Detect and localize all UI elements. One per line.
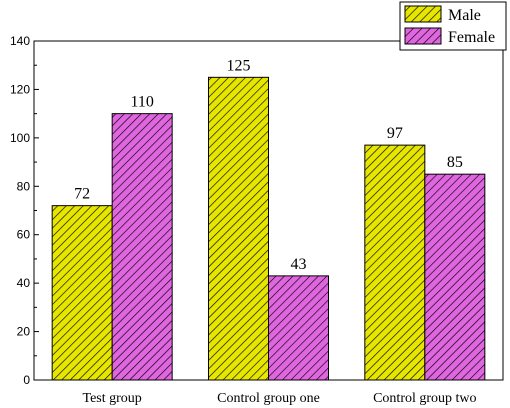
legend-swatch-female xyxy=(404,27,442,45)
bar-male-1 xyxy=(208,76,269,381)
y-tick-label: 20 xyxy=(17,325,31,339)
y-tick-label: 60 xyxy=(17,228,31,242)
y-tick-label: 100 xyxy=(10,131,30,145)
data-label: 72 xyxy=(74,186,90,203)
x-category-label: Test group xyxy=(83,391,142,406)
data-label: 85 xyxy=(447,154,463,171)
bar-female-0 xyxy=(111,113,173,381)
legend-label-male: Male xyxy=(448,7,481,24)
bar-female-2 xyxy=(424,173,486,381)
x-category-label: Control group one xyxy=(217,391,320,406)
plot-area: 0 20 40 60 80 100 120 140 72 110 Test group 125 43 Co… xyxy=(10,34,504,406)
x-category-label: Control group two xyxy=(373,391,476,406)
legend-label-female: Female xyxy=(448,29,495,46)
y-tick-label: 140 xyxy=(10,34,30,48)
legend-swatch-male xyxy=(404,5,442,23)
y-tick-label: 80 xyxy=(17,179,31,193)
bar-female-1 xyxy=(268,275,329,381)
data-label: 97 xyxy=(387,125,403,142)
y-tick-label: 40 xyxy=(17,276,31,290)
y-tick-label: 120 xyxy=(10,82,30,96)
y-tick-label: 0 xyxy=(23,373,30,387)
data-label: 43 xyxy=(291,256,307,273)
data-label: 125 xyxy=(227,57,251,74)
bar-male-0 xyxy=(51,205,113,381)
data-label: 110 xyxy=(130,94,153,111)
bar-male-2 xyxy=(364,144,426,381)
legend: Male Female xyxy=(399,1,507,51)
